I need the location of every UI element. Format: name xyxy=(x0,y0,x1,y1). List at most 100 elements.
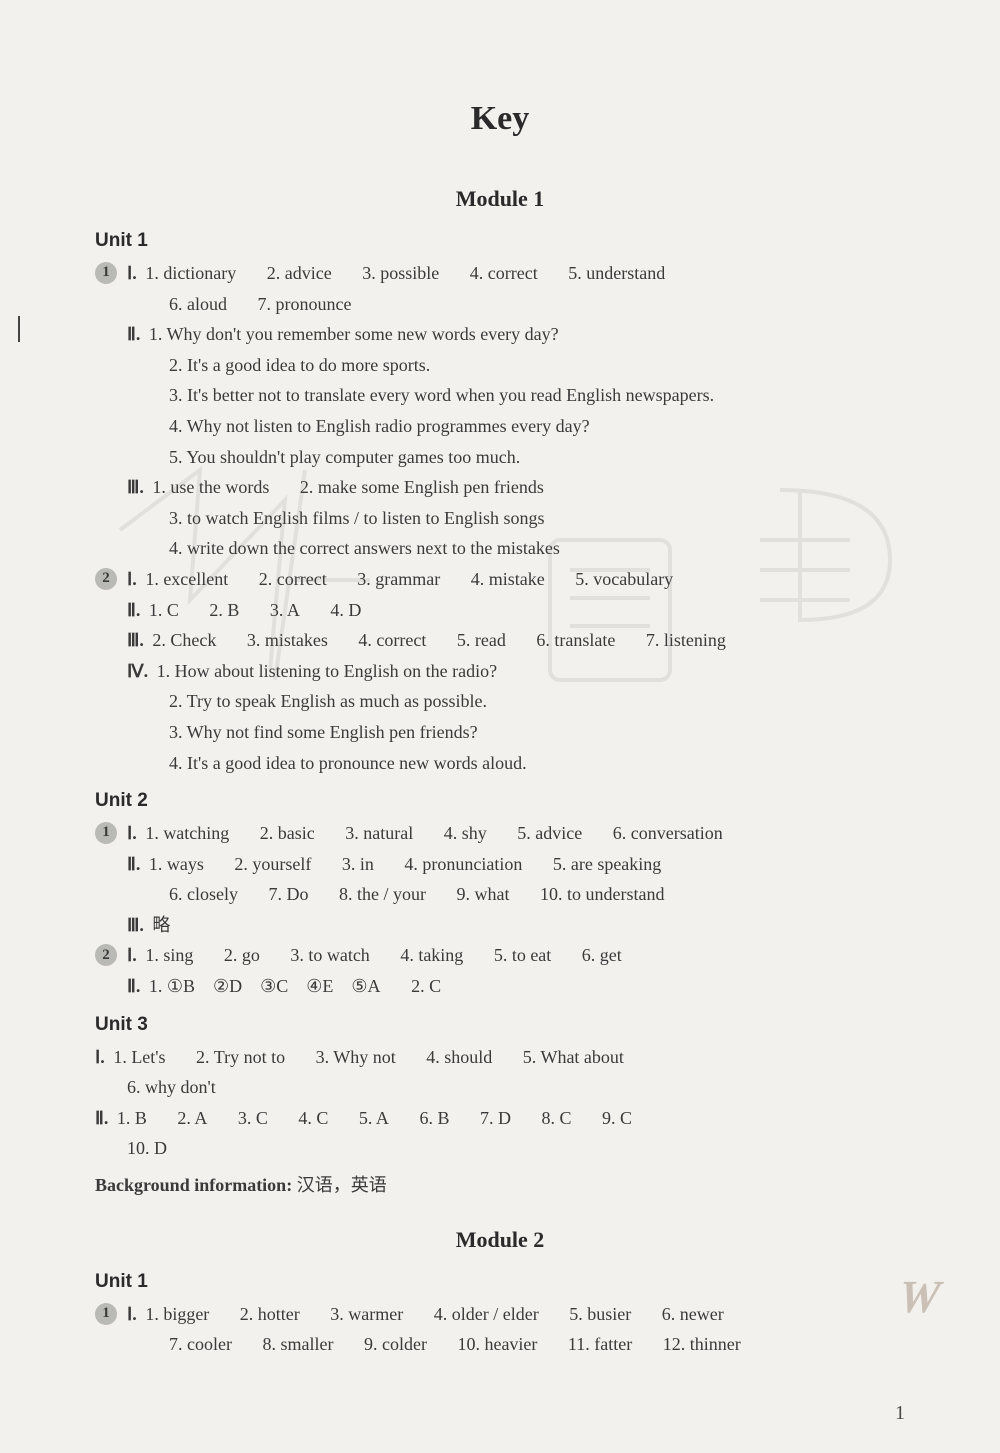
answer-item: 9. C xyxy=(602,1108,632,1128)
bg-text: 汉语，英语 xyxy=(297,1175,387,1195)
answer-item: 3. grammar xyxy=(357,569,440,589)
answer-item: 3. C xyxy=(238,1108,268,1128)
answer-item: 3. possible xyxy=(362,263,439,283)
answer-line: 1. How about listening to English on the… xyxy=(157,661,497,681)
answer-item: 2. Check xyxy=(152,630,216,650)
section-bullet: 1 xyxy=(95,1303,117,1325)
roman-label: Ⅲ. xyxy=(127,630,144,650)
answer-item: 3. to watch xyxy=(290,945,369,965)
watermark-logo: W xyxy=(896,1270,942,1323)
answer-item: 3. A xyxy=(270,600,300,620)
answer-item: 7. D xyxy=(480,1108,511,1128)
answer-item: 1. B xyxy=(117,1108,147,1128)
answer-item: 6. get xyxy=(582,945,622,965)
answer-item: 2. Try not to xyxy=(196,1047,285,1067)
answer-item: 4. C xyxy=(298,1108,328,1128)
answer-row: Ⅱ. 1. ①B ②D ③C ④E ⑤A 2. C xyxy=(95,971,905,1002)
answer-item: 7. listening xyxy=(646,630,726,650)
answer-line: 4. It's a good idea to pronounce new wor… xyxy=(169,748,905,779)
answer-item: 1. use the words xyxy=(152,477,269,497)
answer-item: 5. A xyxy=(359,1108,389,1128)
answer-line: 2. It's a good idea to do more sports. xyxy=(169,350,905,381)
answer-item: 12. thinner xyxy=(663,1334,741,1354)
answer-row: Ⅲ. 2. Check 3. mistakes 4. correct 5. re… xyxy=(95,625,905,656)
answer-item: 2. B xyxy=(209,600,239,620)
answer-row: Ⅱ. 1. ways 2. yourself 3. in 4. pronunci… xyxy=(95,849,905,880)
answer-item: 1. sing xyxy=(145,945,193,965)
answer-item: 7. Do xyxy=(269,884,309,904)
answer-item: 1. bigger xyxy=(145,1304,209,1324)
answer-item: 2. A xyxy=(177,1108,207,1128)
page-number: 1 xyxy=(895,1402,905,1425)
answer-item: 1. watching xyxy=(145,823,229,843)
answer-row: Ⅲ. 1. use the words 2. make some English… xyxy=(95,472,905,503)
answer-item: 6. translate xyxy=(536,630,615,650)
answer-item: 3. natural xyxy=(345,823,413,843)
answer-row: 6. aloud 7. pronounce xyxy=(169,289,905,320)
unit-header: Unit 2 xyxy=(95,790,905,812)
module-header: Module 1 xyxy=(95,186,905,212)
answer-item: 6. conversation xyxy=(613,823,723,843)
answer-item: 4. correct xyxy=(470,263,538,283)
roman-label: Ⅲ. xyxy=(127,477,144,497)
roman-label: Ⅱ. xyxy=(127,976,140,996)
roman-label: Ⅰ. xyxy=(95,1047,105,1067)
answer-item: 4. mistake xyxy=(471,569,545,589)
answer-item: 11. fatter xyxy=(568,1334,632,1354)
answer-item: 4. older / elder xyxy=(434,1304,539,1324)
answer-row: 2 Ⅰ. 1. excellent 2. correct 3. grammar … xyxy=(95,564,905,595)
roman-label: Ⅳ. xyxy=(127,661,148,681)
answer-item: 9. what xyxy=(457,884,510,904)
answer-item: 2. hotter xyxy=(240,1304,300,1324)
answer-line: 2. Try to speak English as much as possi… xyxy=(169,686,905,717)
answer-item: 9. colder xyxy=(364,1334,427,1354)
answer-item: 6. aloud xyxy=(169,294,227,314)
answer-item: 10. heavier xyxy=(457,1334,537,1354)
roman-label: Ⅲ. xyxy=(127,915,144,935)
answer-item: 4. shy xyxy=(444,823,487,843)
answer-line: 4. write down the correct answers next t… xyxy=(169,533,905,564)
answer-item: 4. correct xyxy=(358,630,426,650)
roman-label: Ⅰ. xyxy=(127,823,137,843)
answer-item: 1. ①B ②D ③C ④E ⑤A xyxy=(149,976,381,996)
unit-header: Unit 3 xyxy=(95,1014,905,1036)
section-bullet: 2 xyxy=(95,944,117,966)
roman-label: Ⅱ. xyxy=(127,600,140,620)
answer-row: Ⅱ. 1. Why don't you remember some new wo… xyxy=(95,319,905,350)
answer-item: 略 xyxy=(152,915,170,935)
unit-header: Unit 1 xyxy=(95,230,905,252)
answer-item: 5. read xyxy=(457,630,506,650)
answer-item: 3. warmer xyxy=(330,1304,403,1324)
answer-item: 4. should xyxy=(426,1047,492,1067)
answer-item: 1. Let's xyxy=(113,1047,165,1067)
answer-item: 3. mistakes xyxy=(247,630,328,650)
answer-item: 10. to understand xyxy=(540,884,664,904)
answer-item: 5. to eat xyxy=(494,945,551,965)
roman-label: Ⅰ. xyxy=(127,1304,137,1324)
answer-item: 10. D xyxy=(127,1138,167,1158)
answer-item: 5. advice xyxy=(517,823,582,843)
roman-label: Ⅱ. xyxy=(95,1108,108,1128)
answer-line: 4. Why not listen to English radio progr… xyxy=(169,411,905,442)
answer-line: 1. Why don't you remember some new words… xyxy=(149,324,559,344)
answer-row: Ⅰ. 1. Let's 2. Try not to 3. Why not 4. … xyxy=(95,1042,905,1073)
answer-item: 2. C xyxy=(411,976,441,996)
answer-item: 3. Why not xyxy=(316,1047,396,1067)
answer-row: Ⅲ. 略 xyxy=(95,910,905,941)
page-title: Key xyxy=(95,100,905,138)
answer-row: 6. closely 7. Do 8. the / your 9. what 1… xyxy=(169,879,905,910)
answer-item: 1. ways xyxy=(149,854,204,874)
answer-item: 2. basic xyxy=(260,823,315,843)
answer-row: 2 Ⅰ. 1. sing 2. go 3. to watch 4. taking… xyxy=(95,940,905,971)
answer-item: 4. taking xyxy=(400,945,463,965)
answer-line: 3. Why not find some English pen friends… xyxy=(169,717,905,748)
answer-item: 2. go xyxy=(224,945,260,965)
answer-row: 7. cooler 8. smaller 9. colder 10. heavi… xyxy=(169,1329,905,1360)
answer-item: 6. closely xyxy=(169,884,238,904)
roman-label: Ⅰ. xyxy=(127,945,137,965)
answer-row: Ⅱ. 1. C 2. B 3. A 4. D xyxy=(95,595,905,626)
unit-header: Unit 1 xyxy=(95,1271,905,1293)
answer-item: 5. busier xyxy=(569,1304,631,1324)
answer-item: 4. pronunciation xyxy=(404,854,522,874)
answer-item: 2. yourself xyxy=(234,854,311,874)
